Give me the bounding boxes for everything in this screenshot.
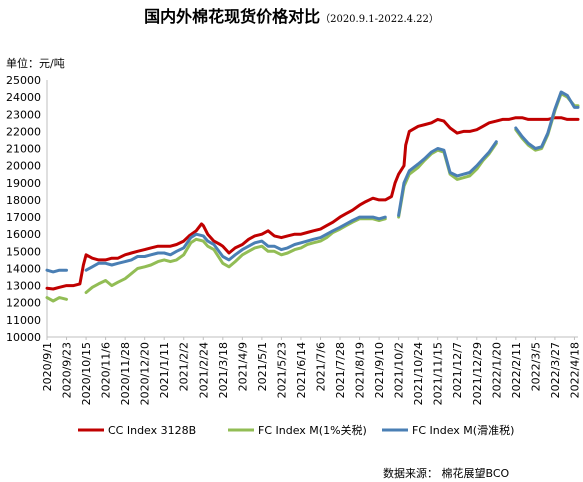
x-tick-label: 2022/2/11 [510,342,523,398]
x-tick-label: 2021/9/10 [373,342,386,398]
series-line-1 [45,116,580,291]
x-tick-label: 2021/4/9 [236,342,249,391]
legend-label-3: FC Index M(滑准税) [412,423,514,437]
x-tick-label: 2021/5/23 [275,342,288,398]
chart-subtitle: （2020.9.1-2022.4.22） [320,14,439,25]
y-tick-label: 17000 [6,211,41,224]
y-tick-label: 10000 [6,331,41,344]
x-tick-label: 2021/6/14 [295,342,308,398]
data-source-note: 数据来源： 棉花展望BCO [383,467,510,480]
y-tick-label: 24000 [6,91,41,104]
x-tick-label: 2021/2/24 [197,342,210,398]
chart-title: 国内外棉花现货价格对比（2020.9.1-2022.4.22） [144,7,439,26]
y-tick-label: 21000 [6,143,41,156]
y-tick-label: 12000 [6,297,41,310]
x-tick-label: 2021/1/11 [158,342,171,398]
x-tick-label: 2021/11/15 [432,342,445,405]
x-tick-label: 2022/3/5 [529,342,542,391]
y-axis-unit-label: 单位：元/吨 [6,57,65,70]
y-tick-label: 19000 [6,177,41,190]
x-tick-label: 2022/1/20 [490,342,503,398]
x-tick-label: 2021/7/28 [334,342,347,398]
x-tick-label: 2022/4/18 [568,342,581,398]
y-tick-label: 20000 [6,160,41,173]
x-tick-label: 2020/11/28 [119,342,132,405]
series-line-2 [45,92,580,303]
x-tick-label: 2020/12/20 [139,342,152,405]
x-tick-label: 2021/12/29 [471,342,484,405]
x-tick-label: 2021/7/6 [314,342,327,391]
y-tick-label: 18000 [6,194,41,207]
x-tick-label: 2021/8/19 [354,342,367,398]
x-tick-label: 2020/11/6 [100,342,113,398]
legend-label-2: FC Index M(1%关税) [258,423,367,437]
y-tick-label: 15000 [6,245,41,258]
x-tick-label: 2021/2/2 [178,342,191,391]
y-tick-label: 23000 [6,108,41,121]
x-tick-label: 2021/3/18 [217,342,230,398]
y-tick-label: 16000 [6,228,41,241]
x-tick-label: 2021/10/24 [412,342,425,405]
x-tick-label: 2021/10/2 [393,342,406,398]
y-tick-label: 25000 [6,74,41,87]
x-tick-label: 2020/9/23 [61,342,74,398]
legend-label-1: CC Index 3128B [108,424,196,437]
y-tick-label: 11000 [6,314,41,327]
y-tick-label: 22000 [6,125,41,138]
series-line-3 [45,90,580,274]
x-tick-label: 2020/9/1 [41,342,54,391]
x-tick-label: 2022/3/27 [549,342,562,398]
y-tick-label: 13000 [6,280,41,293]
x-tick-label: 2020/10/15 [80,342,93,405]
x-tick-label: 2021/12/7 [451,342,464,398]
y-tick-label: 14000 [6,262,41,275]
x-tick-label: 2021/5/1 [256,342,269,391]
